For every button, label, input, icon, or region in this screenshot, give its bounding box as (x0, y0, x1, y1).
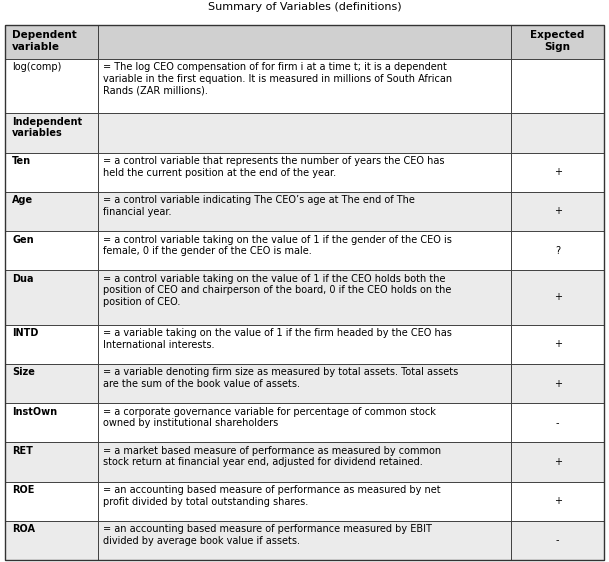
Text: = The log CEO compensation of for firm i at a time t; it is a dependent
variable: = The log CEO compensation of for firm i… (103, 62, 452, 96)
Bar (98, 403, 511, 442)
Bar (98, 25, 511, 59)
Text: -: - (556, 536, 559, 545)
Bar (5, 442, 98, 482)
Text: ?: ? (555, 246, 560, 256)
Bar (98, 114, 511, 153)
Text: = a control variable taking on the value of 1 if the CEO holds both the
position: = a control variable taking on the value… (103, 274, 451, 307)
Bar (98, 59, 511, 114)
Text: Gen: Gen (12, 234, 33, 244)
Bar (98, 192, 511, 231)
Text: +: + (554, 496, 561, 506)
Bar (98, 521, 511, 560)
Text: +: + (554, 167, 561, 177)
Bar (5, 153, 98, 192)
Text: Dua: Dua (12, 274, 33, 284)
Bar (511, 325, 604, 364)
Bar (511, 153, 604, 192)
Bar (511, 270, 604, 325)
Bar (5, 325, 98, 364)
Bar (5, 521, 98, 560)
Text: = an accounting based measure of performance as measured by net
profit divided b: = an accounting based measure of perform… (103, 485, 440, 507)
Text: Expected
Sign: Expected Sign (530, 30, 585, 52)
Bar (511, 114, 604, 153)
Bar (5, 270, 98, 325)
Bar (5, 192, 98, 231)
Bar (98, 482, 511, 521)
Text: Summary of Variables (definitions): Summary of Variables (definitions) (208, 2, 401, 12)
Bar (5, 59, 98, 114)
Text: +: + (554, 379, 561, 388)
Bar (98, 153, 511, 192)
Text: log(comp): log(comp) (12, 62, 62, 72)
Text: +: + (554, 339, 561, 350)
Text: +: + (554, 206, 561, 216)
Bar (98, 270, 511, 325)
Text: +: + (554, 457, 561, 467)
Bar (511, 521, 604, 560)
Text: Dependent
variable: Dependent variable (12, 30, 77, 52)
Text: Independent
variables: Independent variables (12, 117, 82, 138)
Text: = an accounting based measure of performance measured by EBIT
divided by average: = an accounting based measure of perform… (103, 524, 432, 546)
Bar (5, 403, 98, 442)
Bar (511, 25, 604, 59)
Text: = a control variable indicating The CEO’s age at The end of The
financial year.: = a control variable indicating The CEO’… (103, 196, 415, 217)
Bar (98, 442, 511, 482)
Text: +: + (554, 292, 561, 302)
Bar (511, 403, 604, 442)
Text: = a control variable taking on the value of 1 if the gender of the CEO is
female: = a control variable taking on the value… (103, 234, 452, 256)
Text: INTD: INTD (12, 328, 38, 338)
Bar (98, 231, 511, 270)
Bar (511, 442, 604, 482)
Bar (5, 231, 98, 270)
Text: ROE: ROE (12, 485, 34, 495)
Bar (511, 192, 604, 231)
Text: = a corporate governance variable for percentage of common stock
owned by instit: = a corporate governance variable for pe… (103, 407, 435, 428)
Text: = a variable denoting firm size as measured by total assets. Total assets
are th: = a variable denoting firm size as measu… (103, 368, 458, 389)
Bar (511, 231, 604, 270)
Bar (98, 364, 511, 403)
Text: Size: Size (12, 368, 35, 378)
Bar (98, 325, 511, 364)
Bar (5, 364, 98, 403)
Bar (5, 114, 98, 153)
Text: RET: RET (12, 446, 33, 456)
Bar (511, 482, 604, 521)
Text: = a control variable that represents the number of years the CEO has
held the cu: = a control variable that represents the… (103, 156, 444, 178)
Bar (5, 482, 98, 521)
Bar (511, 364, 604, 403)
Text: = a market based measure of performance as measured by common
stock return at fi: = a market based measure of performance … (103, 446, 441, 468)
Text: Ten: Ten (12, 156, 31, 166)
Text: -: - (556, 418, 559, 428)
Bar (5, 25, 98, 59)
Text: = a variable taking on the value of 1 if the firm headed by the CEO has
Internat: = a variable taking on the value of 1 if… (103, 328, 452, 350)
Bar (511, 59, 604, 114)
Text: ROA: ROA (12, 524, 35, 534)
Text: Age: Age (12, 196, 33, 205)
Text: InstOwn: InstOwn (12, 407, 57, 416)
